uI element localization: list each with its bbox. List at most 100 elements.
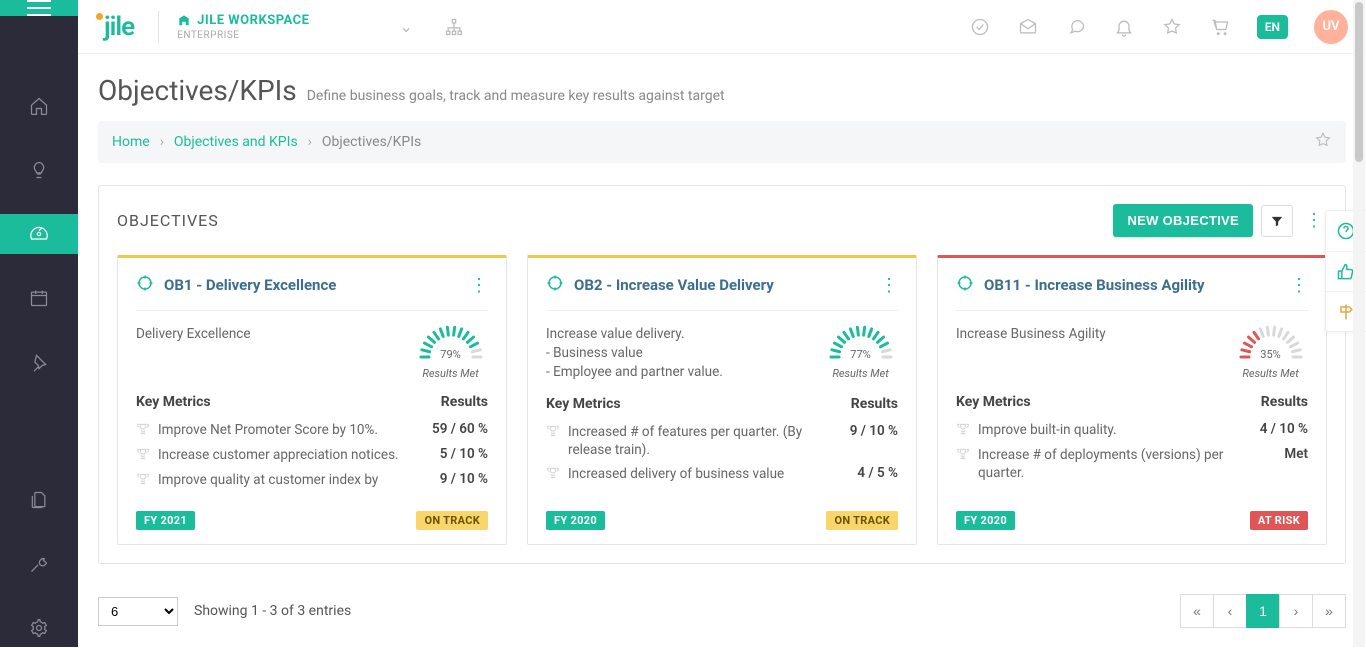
card-menu[interactable]: ⋮ [880, 275, 898, 296]
showing-text: Showing 1 - 3 of 3 entries [194, 603, 351, 619]
inbox-button[interactable] [1017, 16, 1039, 38]
trophy-icon [546, 424, 560, 442]
pager-last[interactable]: » [1312, 594, 1346, 628]
target-icon [956, 274, 974, 296]
inbox-icon [1018, 17, 1038, 37]
favorite-button[interactable] [1161, 16, 1183, 38]
pin-icon [29, 352, 49, 372]
card-description: Increase value delivery.- Business value… [546, 325, 813, 382]
hierarchy-button[interactable] [443, 16, 465, 38]
user-avatar[interactable]: UV [1314, 10, 1348, 44]
metric-result: 59 / 60 % [432, 421, 488, 437]
card-menu[interactable]: ⋮ [470, 275, 488, 296]
fy-badge: FY 2020 [546, 511, 605, 530]
status-badge: ON TRACK [826, 511, 898, 530]
objective-card: OB11 - Increase Business Agility ⋮ Incre… [937, 255, 1327, 545]
metrics-label: Key Metrics [136, 394, 211, 410]
building-icon [177, 13, 191, 27]
nav-ideas[interactable] [0, 150, 78, 190]
card-title[interactable]: OB1 - Delivery Excellence [164, 276, 460, 294]
calendar-icon [29, 288, 49, 308]
gauge-percent: 79% [417, 348, 485, 361]
metric-result: 4 / 10 % [1260, 421, 1308, 437]
filter-icon [1270, 214, 1284, 228]
logo[interactable]: jile [96, 12, 134, 42]
nav-settings[interactable] [0, 608, 78, 648]
card-description: Delivery Excellence [136, 325, 403, 380]
sidebar [0, 0, 78, 647]
metric-text: Improve built-in quality. [978, 421, 1252, 439]
gauge-label: Results Met [1233, 367, 1308, 380]
pager-page-1[interactable]: 1 [1246, 594, 1280, 628]
pager: « ‹ 1 › » [1181, 594, 1346, 628]
new-objective-button[interactable]: NEW OBJECTIVE [1113, 204, 1253, 237]
card-description: Increase Business Agility [956, 325, 1223, 380]
target-icon [136, 274, 154, 296]
approve-button[interactable] [969, 16, 991, 38]
scrollbar[interactable] [1353, 0, 1365, 647]
nav-calendar[interactable] [0, 278, 78, 318]
nav-files[interactable] [0, 480, 78, 520]
panel-title: OBJECTIVES [117, 211, 219, 230]
metric-result: 4 / 5 % [857, 465, 898, 481]
menu-toggle[interactable] [0, 0, 78, 16]
metric-text: Improve quality at customer index by [158, 471, 432, 489]
breadcrumb-favorite[interactable] [1314, 131, 1332, 153]
trophy-icon [136, 422, 150, 440]
page-title: Objectives/KPIs [98, 74, 297, 107]
breadcrumb-current: Objectives/KPIs [322, 134, 421, 150]
gauge-label: Results Met [823, 367, 898, 380]
filter-button[interactable] [1261, 205, 1293, 237]
panel-menu[interactable]: ⋮ [1301, 210, 1327, 231]
gauge: 35% [1237, 325, 1305, 361]
pager-first[interactable]: « [1180, 594, 1214, 628]
gear-icon [29, 618, 49, 638]
workspace-selector[interactable]: JILE WORKSPACE ENTERPRISE [177, 13, 309, 41]
metrics-label: Key Metrics [956, 394, 1031, 410]
metrics-label: Key Metrics [546, 396, 621, 412]
bulb-icon [29, 160, 49, 180]
chat-button[interactable] [1065, 16, 1087, 38]
metric-row: Improve quality at customer index by 9 /… [136, 468, 488, 493]
metric-row: Increase customer appreciation notices. … [136, 443, 488, 468]
card-menu[interactable]: ⋮ [1290, 275, 1308, 296]
star-icon [1162, 17, 1182, 37]
files-icon [29, 490, 49, 510]
nav-tools[interactable] [0, 544, 78, 584]
trophy-icon [136, 472, 150, 490]
star-icon [1314, 131, 1332, 149]
pager-next[interactable]: › [1279, 594, 1313, 628]
metric-row: Increased # of features per quarter. (By… [546, 420, 898, 462]
trophy-icon [956, 422, 970, 440]
chat-icon [1066, 17, 1086, 37]
card-title[interactable]: OB11 - Increase Business Agility [984, 276, 1280, 294]
notifications-button[interactable] [1113, 16, 1135, 38]
workspace-chevron-icon[interactable]: ⌄ [400, 17, 413, 36]
metric-row: Improve Net Promoter Score by 10%. 59 / … [136, 418, 488, 443]
nav-pin[interactable] [0, 342, 78, 382]
metric-text: Increased delivery of business value [568, 465, 849, 483]
metric-result: Met [1284, 446, 1308, 462]
wrench-icon [29, 554, 49, 574]
nav-home[interactable] [0, 86, 78, 126]
bell-icon [1114, 17, 1134, 37]
gauge-icon [29, 224, 49, 244]
objective-card: OB1 - Delivery Excellence ⋮ Delivery Exc… [117, 255, 507, 545]
status-badge: AT RISK [1250, 511, 1308, 530]
card-title[interactable]: OB2 - Increase Value Delivery [574, 276, 870, 294]
nav-objectives[interactable] [0, 214, 78, 254]
cart-button[interactable] [1209, 16, 1231, 38]
pager-prev[interactable]: ‹ [1213, 594, 1247, 628]
status-badge: ON TRACK [416, 511, 488, 530]
gauge-percent: 77% [827, 348, 895, 361]
breadcrumb-home[interactable]: Home [112, 134, 150, 150]
language-button[interactable]: EN [1257, 15, 1288, 39]
check-circle-icon [970, 17, 990, 37]
pagesize-select[interactable]: 6 [98, 597, 178, 626]
topbar: jile JILE WORKSPACE ENTERPRISE ⌄ [78, 0, 1366, 54]
trophy-icon [956, 447, 970, 465]
trophy-icon [136, 447, 150, 465]
cart-icon [1210, 17, 1230, 37]
breadcrumb-section[interactable]: Objectives and KPIs [174, 134, 298, 150]
metric-result: 9 / 10 % [850, 423, 898, 439]
